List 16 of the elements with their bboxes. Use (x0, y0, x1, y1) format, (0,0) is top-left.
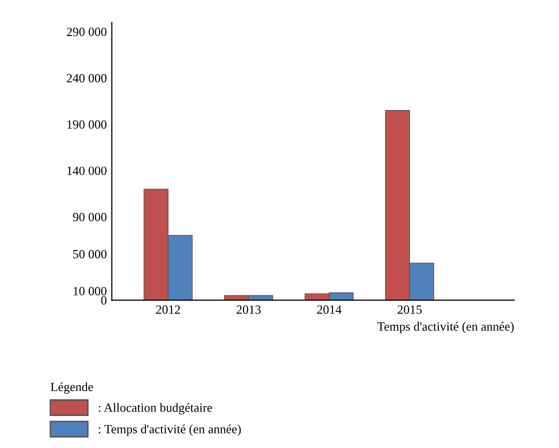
legend-title: Légende (50, 382, 93, 394)
y-tick-label: 50 000 (73, 250, 106, 258)
legend-label: : Allocation budgétaire (98, 403, 212, 414)
x-axis-title: Temps d'activité (en année) (377, 322, 514, 334)
x-tick-label: 2015 (398, 305, 422, 314)
legend-label: : Temps d'activité (en année) (98, 424, 241, 436)
x-tick-label: 2014 (317, 305, 342, 314)
y-tick-label: 0 (101, 296, 106, 305)
x-tick-label: 2012 (156, 305, 180, 314)
y-tick-label: 190 000 (67, 120, 106, 129)
x-tick-label: 2013 (236, 305, 261, 314)
y-tick-label: 10 000 (74, 286, 106, 296)
y-tick-label: 140 000 (67, 166, 106, 175)
y-tick-label: 290 000 (66, 28, 106, 36)
y-tick-label: 90 000 (72, 212, 106, 222)
y-tick-label: 240 000 (66, 74, 106, 82)
